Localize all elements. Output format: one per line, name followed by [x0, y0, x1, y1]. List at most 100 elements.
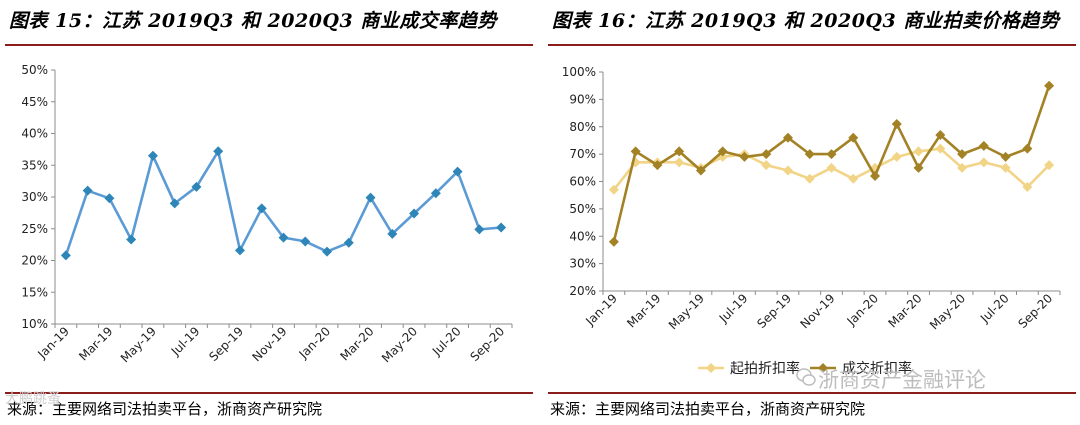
x-tick-label: May-20 — [379, 324, 420, 365]
x-tick-label: Sep-19 — [206, 324, 246, 364]
wechat-icon — [796, 368, 816, 386]
data-point — [1000, 162, 1011, 173]
data-point — [826, 162, 837, 173]
data-point — [913, 146, 924, 157]
data-point — [365, 192, 376, 203]
y-tick-label: 50% — [21, 63, 48, 77]
left-title-rule — [5, 44, 533, 46]
y-tick-label: 10% — [21, 317, 48, 331]
y-tick-label: 90% — [569, 92, 596, 106]
data-point — [717, 146, 728, 157]
data-point — [234, 245, 245, 256]
data-point — [430, 188, 441, 199]
x-tick-label: Sep-20 — [467, 324, 507, 364]
x-tick-label: Sep-19 — [754, 291, 794, 331]
data-point — [870, 171, 881, 182]
x-tick-label: Mar-19 — [76, 324, 115, 363]
data-point — [891, 119, 902, 130]
right-source-note: 来源：主要网络司法拍卖平台，浙商资产研究院 — [550, 400, 866, 418]
data-point — [608, 184, 619, 195]
bottom-left-watermark: 大鹏跳蚤 — [5, 391, 61, 407]
data-point — [409, 208, 420, 219]
data-point — [300, 236, 311, 247]
data-point — [957, 149, 968, 160]
y-tick-label: 40% — [569, 229, 596, 243]
data-point — [761, 149, 772, 160]
data-point — [343, 237, 354, 248]
data-point — [978, 140, 989, 151]
data-point — [652, 160, 663, 171]
data-point — [474, 224, 485, 235]
data-point — [978, 157, 989, 168]
x-tick-label: Mar-20 — [885, 291, 924, 330]
data-point — [739, 151, 750, 162]
data-point — [848, 173, 859, 184]
data-point — [126, 234, 137, 245]
data-point — [387, 228, 398, 239]
right-figure-title: 图表 16：江苏 2019Q3 和 2020Q3 商业拍卖价格趋势 — [552, 10, 1060, 32]
legend-label: 成交折扣率 — [842, 360, 912, 377]
data-point — [913, 162, 924, 173]
data-point — [804, 149, 815, 160]
right-line-chart: 20%30%40%50%60%70%80%90%100%Jan-19 Mar-19… — [562, 65, 1061, 377]
data-point — [957, 162, 968, 173]
data-point — [848, 132, 859, 143]
data-point — [804, 173, 815, 184]
legend-label: 起拍折扣率 — [730, 360, 800, 377]
data-point — [891, 151, 902, 162]
data-point — [674, 157, 685, 168]
x-tick-label: Jan-20 — [844, 291, 882, 329]
data-point — [256, 203, 267, 214]
y-tick-label: 15% — [21, 285, 48, 299]
data-point — [452, 166, 463, 177]
x-tick-label: Jul-19 — [168, 324, 203, 359]
data-point — [60, 250, 71, 261]
y-tick-label: 45% — [21, 95, 48, 109]
data-point — [147, 150, 158, 161]
x-tick-label: Jul-20 — [429, 324, 464, 359]
x-tick-label: May-19 — [666, 291, 707, 332]
data-point — [1044, 80, 1055, 91]
y-tick-label: 100% — [562, 65, 596, 79]
data-point — [782, 165, 793, 176]
left-figure-title: 图表 15：江苏 2019Q3 和 2020Q3 商业成交率趋势 — [9, 10, 497, 32]
x-tick-label: Nov-19 — [798, 291, 838, 331]
data-point — [935, 129, 946, 140]
data-point — [278, 232, 289, 243]
right-title-rule — [548, 44, 1076, 46]
data-point — [935, 143, 946, 154]
data-point — [104, 193, 115, 204]
data-point — [82, 185, 93, 196]
data-point — [608, 236, 619, 247]
data-point — [213, 146, 224, 157]
data-point — [191, 181, 202, 192]
data-point — [782, 132, 793, 143]
right-source-rule — [548, 392, 1076, 394]
y-tick-label: 20% — [569, 284, 596, 298]
legend-marker — [818, 363, 828, 373]
x-tick-label: Jan-20 — [296, 324, 334, 362]
data-point — [169, 198, 180, 209]
y-tick-label: 60% — [569, 175, 596, 189]
bottom-right-watermark: 浙商资产金融评论 — [818, 368, 986, 392]
right-figure-panel: 图表 16：江苏 2019Q3 和 2020Q3 商业拍卖价格趋势 20% 30%… — [548, 0, 1078, 425]
y-tick-label: 30% — [21, 190, 48, 204]
x-tick-label: May-20 — [927, 291, 968, 332]
x-tick-label: Sep-20 — [1015, 291, 1055, 331]
y-tick-label: 40% — [21, 127, 48, 141]
y-tick-label: 70% — [569, 147, 596, 161]
data-point — [322, 246, 333, 257]
x-tick-label: Jul-19 — [716, 291, 751, 326]
data-point — [695, 165, 706, 176]
y-tick-label: 25% — [21, 222, 48, 236]
data-point — [761, 160, 772, 171]
x-tick-label: Nov-19 — [250, 324, 290, 364]
left-figure-panel: 图表 15：江苏 2019Q3 和 2020Q3 商业成交率趋势 10% 15% 2… — [5, 0, 535, 425]
y-tick-label: 30% — [569, 257, 596, 271]
data-point — [826, 149, 837, 160]
left-source-note: 来源：主要网络司法拍卖平台，浙商资产研究院 — [7, 400, 323, 418]
y-tick-label: 50% — [569, 202, 596, 216]
left-source-rule — [5, 392, 533, 394]
data-point — [674, 146, 685, 157]
x-tick-label: Mar-19 — [624, 291, 663, 330]
